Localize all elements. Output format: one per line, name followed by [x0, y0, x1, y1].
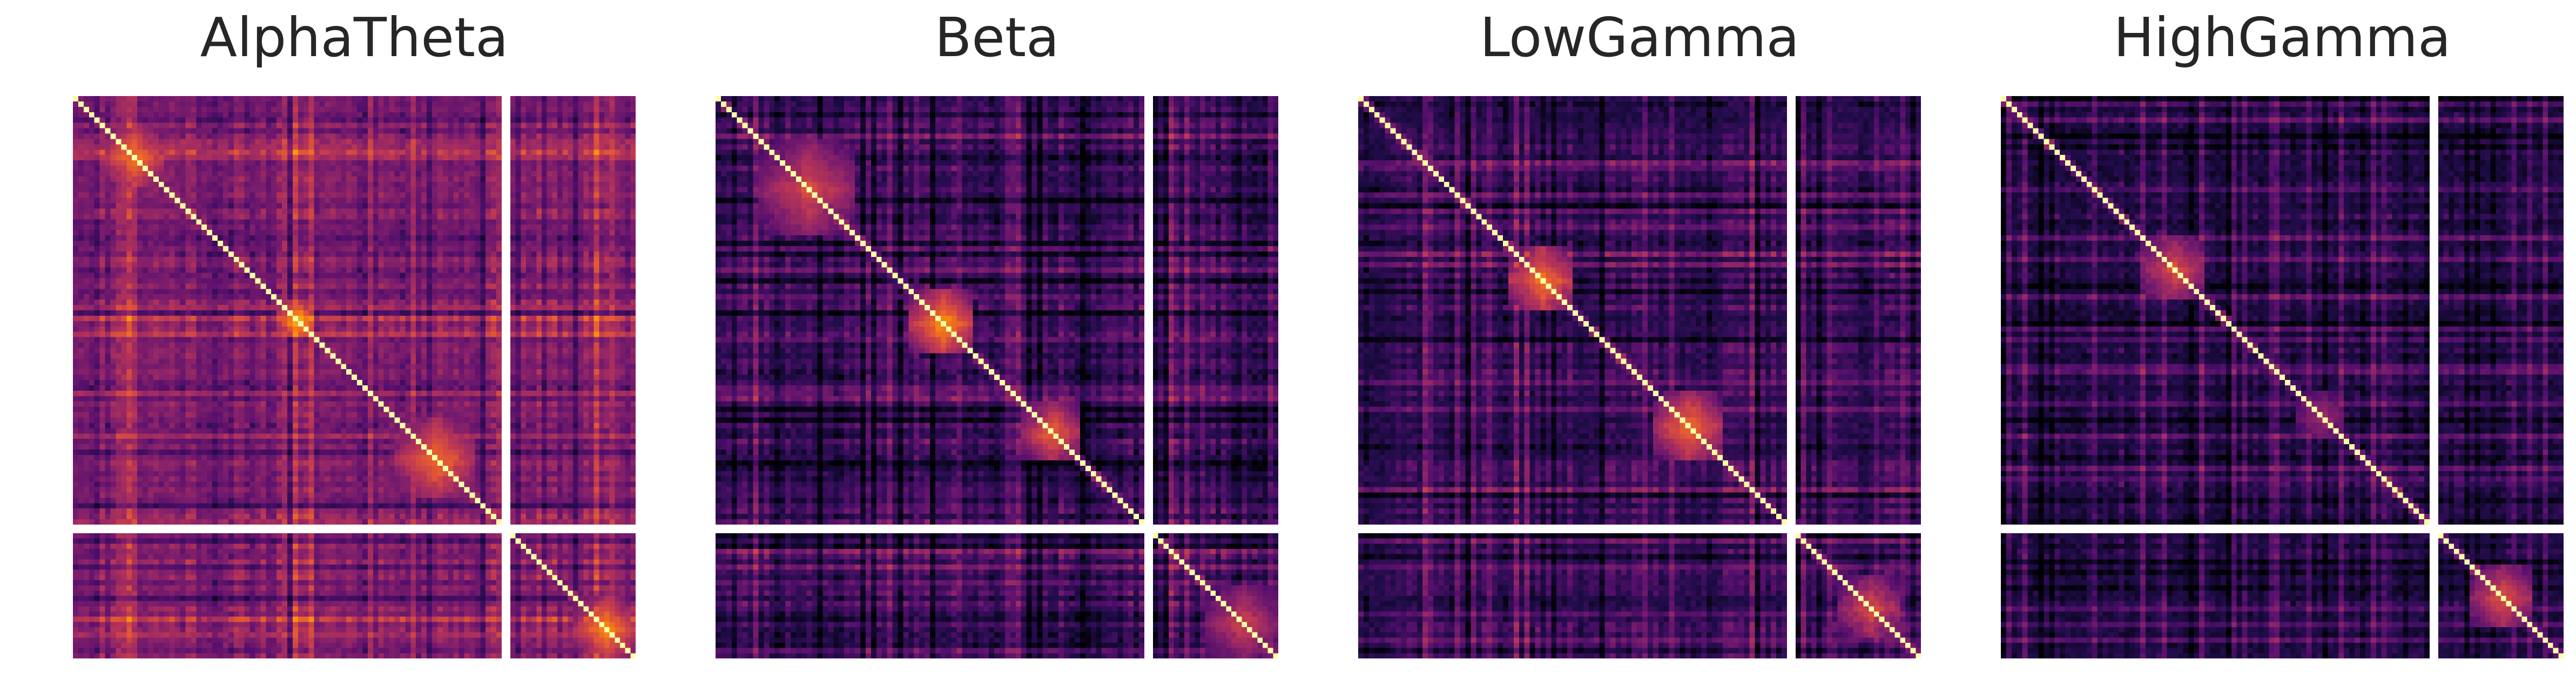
- panel-title: LowGamma: [1480, 6, 1799, 69]
- heatmap-block-bottom-left: [73, 533, 502, 658]
- heatmap-block-bottom-left: [1358, 533, 1787, 658]
- panel-title: HighGamma: [2113, 6, 2451, 69]
- panel-title: Beta: [934, 6, 1060, 69]
- heatmap-block-top-left: [2001, 96, 2430, 525]
- heatmap-block-bottom-right: [2438, 533, 2564, 658]
- panel-title: AlphaTheta: [200, 6, 509, 69]
- heatmap-block-top-left: [716, 96, 1144, 525]
- heatmap-block-bottom-right: [1796, 533, 1921, 658]
- heatmap-block-top-right: [2438, 96, 2564, 525]
- panel-beta: Beta: [643, 0, 1291, 673]
- heatmap-block-top-left: [1358, 96, 1787, 525]
- heatmap-block-top-left: [73, 96, 502, 525]
- panel-lowgamma: LowGamma: [1285, 0, 1933, 673]
- heatmap-block-top-right: [510, 96, 636, 525]
- heatmap-block-top-right: [1796, 96, 1921, 525]
- heatmap-block-bottom-right: [510, 533, 636, 658]
- heatmap-block-bottom-left: [2001, 533, 2430, 658]
- panel-alphatheta: AlphaTheta: [0, 0, 648, 673]
- panel-highgamma: HighGamma: [1928, 0, 2576, 673]
- heatmap-block-top-right: [1153, 96, 1278, 525]
- heatmap-block-bottom-right: [1153, 533, 1278, 658]
- heatmap-block-bottom-left: [716, 533, 1144, 658]
